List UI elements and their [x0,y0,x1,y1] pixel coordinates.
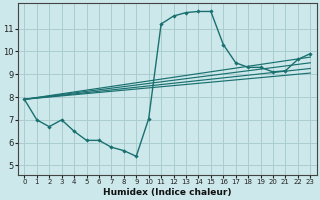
X-axis label: Humidex (Indice chaleur): Humidex (Indice chaleur) [103,188,232,197]
